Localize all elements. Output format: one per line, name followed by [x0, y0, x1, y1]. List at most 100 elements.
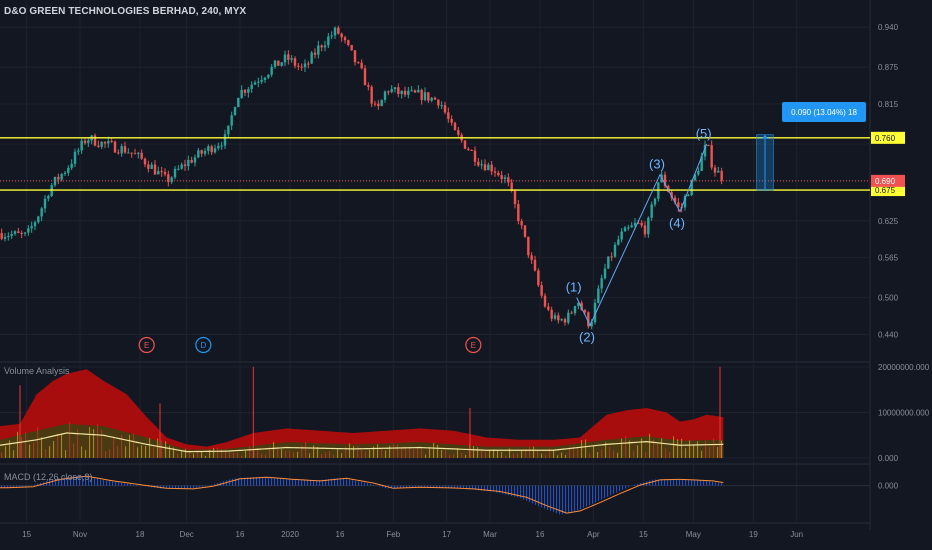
candle-body — [503, 177, 507, 179]
wave-label: (5) — [696, 126, 712, 141]
candle-body — [93, 135, 97, 146]
candle-body — [590, 322, 593, 327]
candle-body — [497, 172, 500, 176]
candle-body — [227, 125, 230, 135]
candle-body — [67, 167, 70, 173]
candle-body — [313, 52, 317, 55]
candle-body — [703, 144, 707, 157]
candle-body — [633, 222, 637, 226]
volume-pane-label[interactable]: Volume Analysis — [4, 366, 70, 376]
candle-body — [190, 159, 193, 163]
candle-body — [83, 140, 87, 144]
candle-body — [217, 145, 220, 149]
y-tick-label: 0.625 — [878, 217, 899, 226]
candle-body — [13, 231, 17, 234]
candle-body — [527, 236, 530, 256]
candle-body — [697, 170, 700, 175]
x-tick-label: 2020 — [281, 530, 299, 539]
candle-body — [100, 141, 103, 147]
candle-body — [63, 172, 67, 174]
candle-body — [443, 105, 447, 113]
x-tick-label: May — [686, 530, 701, 539]
candle-body — [253, 82, 257, 85]
measure-arrow-head — [762, 134, 768, 139]
candle-body — [410, 90, 413, 92]
candle-body — [563, 319, 567, 323]
candle-body — [143, 158, 147, 165]
candle-body — [467, 148, 470, 150]
symbol-title[interactable]: D&O GREEN TECHNOLOGIES BERHAD, 240, MYX — [4, 6, 247, 17]
candle-body — [533, 259, 537, 271]
wave-label: (3) — [649, 157, 665, 172]
candle-body — [597, 288, 600, 303]
candle-body — [117, 152, 120, 154]
event-badge-label: E — [144, 341, 149, 350]
candle-body — [87, 140, 90, 144]
candle-body — [247, 89, 250, 93]
candle-body — [277, 60, 280, 66]
candle-body — [593, 302, 597, 323]
x-tick-label: 18 — [136, 530, 145, 539]
macd-pane-label[interactable]: MACD (12,26,close,9) — [4, 472, 93, 482]
candle-body — [403, 90, 407, 95]
event-badge-label: E — [471, 341, 476, 350]
level-tag — [871, 184, 905, 197]
volume-average-line — [0, 432, 724, 453]
candle-body — [583, 310, 587, 313]
candle-body — [267, 74, 270, 78]
candle-body — [677, 202, 680, 208]
x-tick-label: Dec — [180, 530, 194, 539]
candle-body — [160, 171, 163, 173]
candle-body — [523, 225, 527, 237]
candle-body — [513, 191, 517, 205]
candle-body — [543, 295, 547, 307]
current-price-tag — [871, 174, 905, 187]
candle-body — [230, 115, 233, 126]
candle-body — [383, 91, 387, 100]
candle-body — [260, 79, 263, 82]
candle-body — [33, 222, 37, 227]
candle-body — [250, 84, 253, 90]
candle-body — [120, 146, 123, 154]
candle-body — [537, 270, 540, 286]
candle-body — [220, 145, 223, 147]
candle-body — [540, 285, 543, 296]
candle-body — [103, 141, 107, 144]
candle-body — [7, 235, 10, 237]
candle-body — [567, 312, 570, 323]
candle-body — [127, 152, 130, 154]
candle-body — [670, 192, 673, 198]
candle-body — [183, 164, 187, 167]
candle-body — [407, 90, 410, 95]
candle-body — [193, 157, 197, 163]
candle-body — [140, 152, 143, 159]
candle-body — [107, 141, 110, 144]
candle-body — [577, 302, 580, 307]
candle-body — [613, 244, 617, 257]
candle-body — [450, 118, 453, 123]
candle-body — [713, 167, 717, 173]
candle-body — [293, 58, 297, 66]
candle-body — [647, 217, 650, 235]
candle-body — [333, 27, 337, 36]
candle-body — [273, 60, 277, 67]
candle-body — [40, 208, 43, 217]
candle-body — [663, 174, 667, 187]
x-tick-label: Mar — [483, 530, 497, 539]
candle-body — [0, 233, 3, 239]
candle-body — [200, 150, 203, 154]
candle-body — [683, 196, 687, 208]
x-tick-label: Nov — [73, 530, 87, 539]
x-tick-label: Apr — [587, 530, 600, 539]
candle-body — [27, 228, 30, 233]
candle-body — [617, 239, 620, 245]
x-tick-label: 19 — [749, 530, 758, 539]
candle-body — [600, 278, 603, 289]
candle-body — [330, 35, 333, 37]
candle-body — [347, 40, 350, 45]
candle-body — [77, 150, 80, 152]
x-tick-label: Feb — [386, 530, 400, 539]
candle-body — [237, 97, 240, 108]
measure-label: 0.090 (13.04%) 18 — [791, 108, 857, 117]
